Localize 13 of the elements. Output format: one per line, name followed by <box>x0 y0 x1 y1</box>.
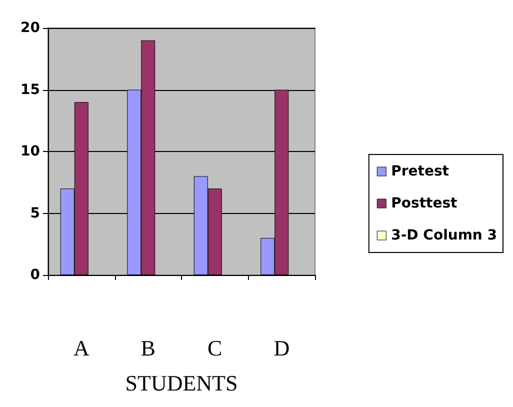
y-tick-label: 20 <box>20 20 40 36</box>
legend-label: Posttest <box>391 196 458 212</box>
legend-label: 3-D Column 3 <box>391 228 497 244</box>
x-axis-title: STUDENTS <box>125 370 238 396</box>
y-tick-label: 5 <box>30 205 40 222</box>
y-tick-label: 10 <box>20 144 40 160</box>
x-tick-label: C <box>208 336 222 360</box>
legend-label: Pretest <box>391 164 450 180</box>
x-tick-label: B <box>140 336 156 360</box>
y-tick-label: 15 <box>20 82 40 98</box>
x-tick-label: A <box>73 336 90 360</box>
y-tick-label: 0 <box>30 267 40 283</box>
x-tick-label: D <box>274 336 290 360</box>
